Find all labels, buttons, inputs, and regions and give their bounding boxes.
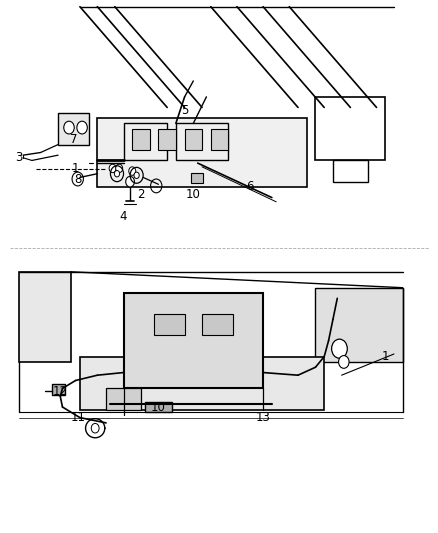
Bar bbox=[51, 384, 64, 395]
Circle shape bbox=[128, 167, 135, 175]
Bar bbox=[145, 402, 171, 413]
Circle shape bbox=[125, 176, 134, 187]
Circle shape bbox=[116, 164, 122, 173]
Text: 13: 13 bbox=[255, 411, 270, 424]
Circle shape bbox=[91, 423, 99, 433]
Bar bbox=[19, 272, 71, 362]
Text: 4: 4 bbox=[120, 209, 127, 223]
Text: 1: 1 bbox=[72, 162, 79, 175]
Text: 7: 7 bbox=[70, 133, 77, 146]
Bar bbox=[123, 293, 262, 389]
Bar bbox=[315, 97, 385, 160]
Bar bbox=[106, 389, 141, 410]
Bar bbox=[191, 173, 203, 183]
Text: 2: 2 bbox=[137, 189, 145, 201]
Text: 5: 5 bbox=[180, 103, 188, 117]
Bar bbox=[154, 314, 184, 335]
Text: 3: 3 bbox=[15, 151, 22, 164]
Bar bbox=[158, 128, 176, 150]
Circle shape bbox=[134, 172, 139, 179]
Bar bbox=[315, 288, 402, 362]
Circle shape bbox=[114, 171, 119, 177]
Bar bbox=[132, 128, 149, 150]
Text: 8: 8 bbox=[74, 173, 81, 185]
Circle shape bbox=[109, 164, 116, 173]
Bar bbox=[332, 160, 367, 182]
Text: 12: 12 bbox=[53, 385, 67, 398]
Text: 6: 6 bbox=[246, 181, 253, 193]
Bar bbox=[210, 128, 228, 150]
Bar bbox=[184, 128, 201, 150]
Text: 11: 11 bbox=[70, 411, 85, 424]
Text: 10: 10 bbox=[151, 400, 166, 414]
Text: 1: 1 bbox=[381, 350, 388, 363]
Bar bbox=[80, 357, 323, 410]
Circle shape bbox=[64, 121, 74, 134]
Bar bbox=[201, 314, 232, 335]
Text: 10: 10 bbox=[185, 189, 200, 201]
Circle shape bbox=[77, 121, 87, 134]
Bar bbox=[123, 123, 167, 160]
Circle shape bbox=[338, 356, 348, 368]
Circle shape bbox=[331, 339, 346, 358]
Bar bbox=[176, 123, 228, 160]
Bar bbox=[58, 113, 88, 144]
Bar bbox=[97, 118, 306, 187]
